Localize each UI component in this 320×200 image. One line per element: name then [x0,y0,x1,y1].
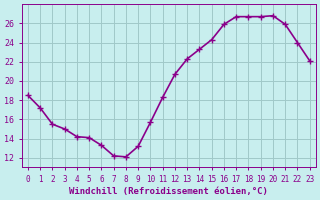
X-axis label: Windchill (Refroidissement éolien,°C): Windchill (Refroidissement éolien,°C) [69,187,268,196]
